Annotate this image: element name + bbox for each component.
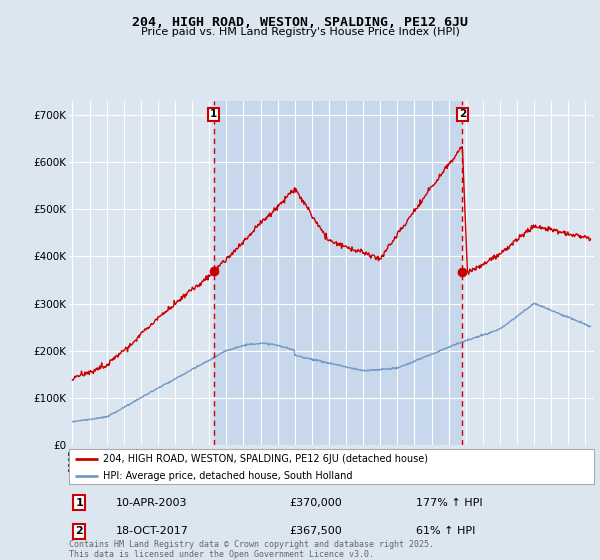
Text: 61% ↑ HPI: 61% ↑ HPI [415, 526, 475, 536]
Text: 177% ↑ HPI: 177% ↑ HPI [415, 497, 482, 507]
Text: 1: 1 [210, 109, 217, 119]
Text: 204, HIGH ROAD, WESTON, SPALDING, PE12 6JU: 204, HIGH ROAD, WESTON, SPALDING, PE12 6… [132, 16, 468, 29]
Text: £367,500: £367,500 [290, 526, 342, 536]
Text: Contains HM Land Registry data © Crown copyright and database right 2025.
This d: Contains HM Land Registry data © Crown c… [69, 540, 434, 559]
Text: 2: 2 [458, 109, 466, 119]
Text: HPI: Average price, detached house, South Holland: HPI: Average price, detached house, Sout… [103, 470, 353, 480]
Text: 18-OCT-2017: 18-OCT-2017 [116, 526, 189, 536]
Text: 1: 1 [76, 497, 83, 507]
Text: 204, HIGH ROAD, WESTON, SPALDING, PE12 6JU (detached house): 204, HIGH ROAD, WESTON, SPALDING, PE12 6… [103, 454, 428, 464]
Text: Price paid vs. HM Land Registry's House Price Index (HPI): Price paid vs. HM Land Registry's House … [140, 27, 460, 37]
Bar [214, 101, 463, 445]
Text: £370,000: £370,000 [290, 497, 342, 507]
Text: 2: 2 [76, 526, 83, 536]
Text: 10-APR-2003: 10-APR-2003 [116, 497, 188, 507]
